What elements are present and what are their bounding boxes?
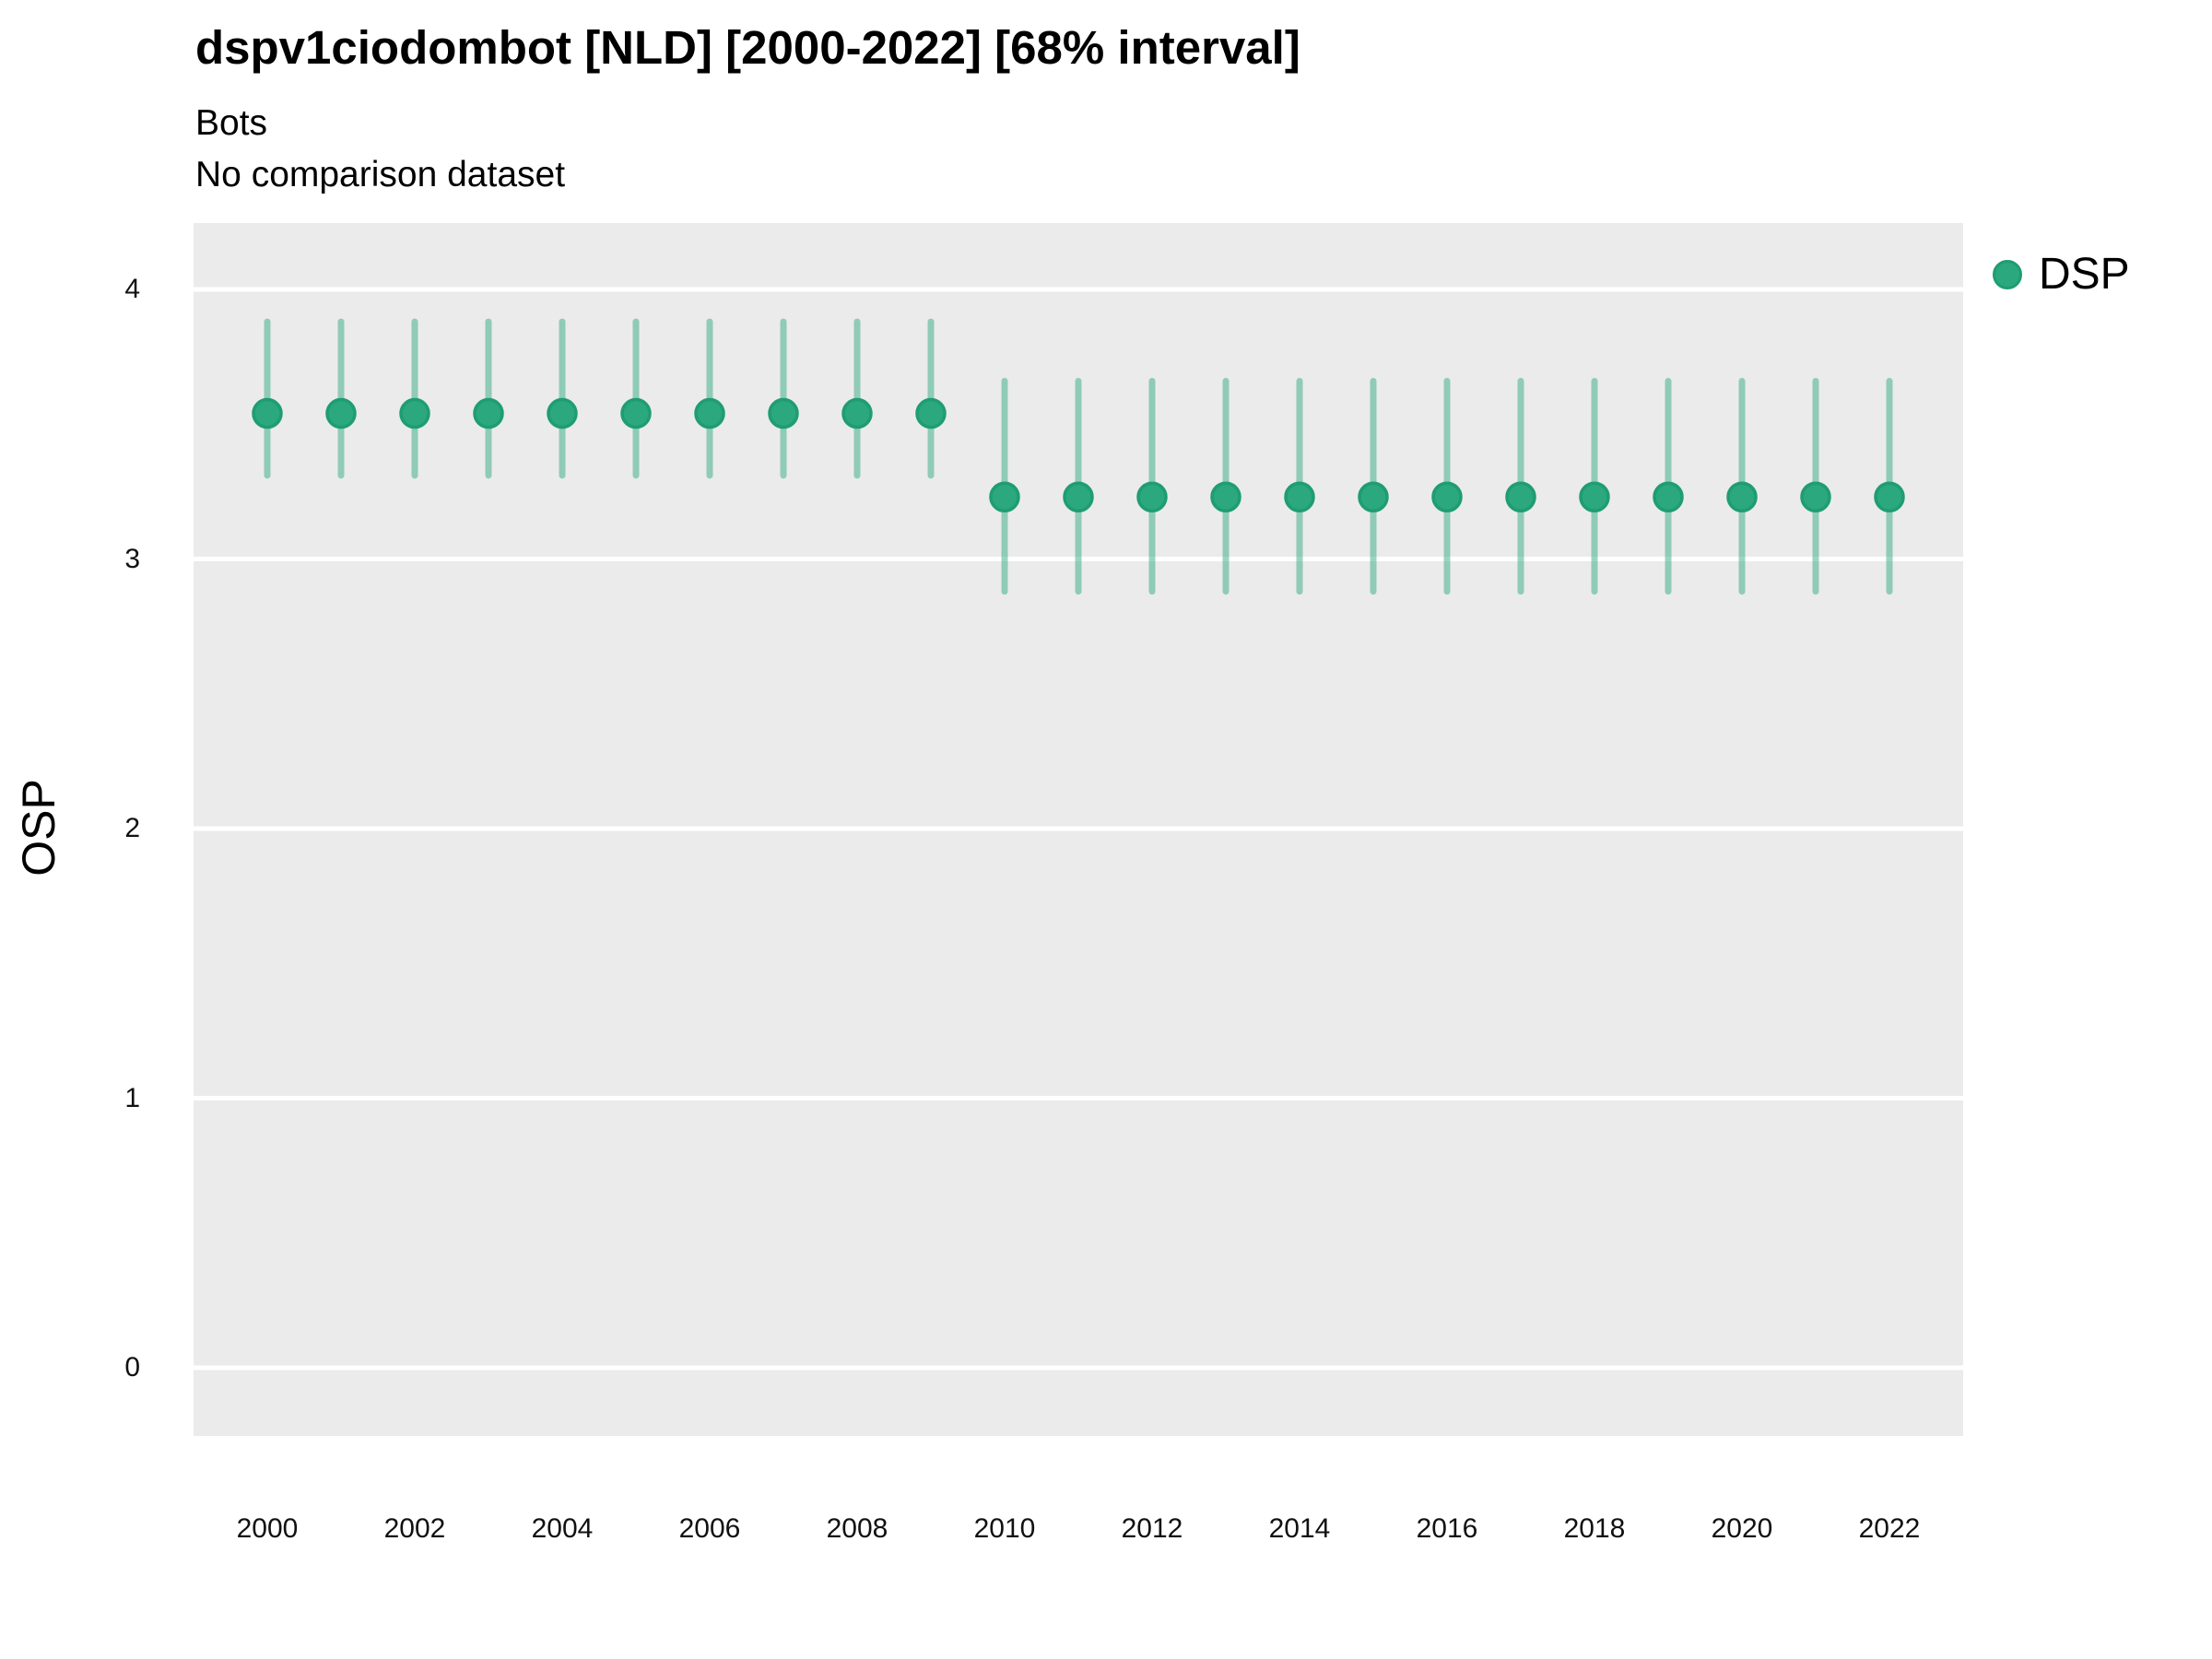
x-tick-label-2006: 2006 xyxy=(678,1513,741,1544)
legend-label: DSP xyxy=(2039,250,2130,299)
data-point-2000 xyxy=(252,397,283,429)
data-point-2018 xyxy=(1579,481,1610,512)
data-point-2007 xyxy=(768,397,799,429)
x-tick-label-2016: 2016 xyxy=(1416,1513,1478,1544)
data-point-2009 xyxy=(915,397,947,429)
data-point-2020 xyxy=(1726,481,1758,512)
data-point-2014 xyxy=(1284,481,1315,512)
data-point-2008 xyxy=(841,397,873,429)
data-point-2010 xyxy=(989,481,1020,512)
x-tick-label-2002: 2002 xyxy=(383,1513,446,1544)
data-point-2017 xyxy=(1505,481,1536,512)
x-tick-label-2008: 2008 xyxy=(826,1513,888,1544)
data-point-2011 xyxy=(1063,481,1094,512)
x-tick-label-2022: 2022 xyxy=(1858,1513,1921,1544)
x-tick-label-2004: 2004 xyxy=(531,1513,594,1544)
data-point-2012 xyxy=(1136,481,1168,512)
x-tick-label-2010: 2010 xyxy=(973,1513,1036,1544)
plot-canvas xyxy=(194,287,1963,1371)
data-point-2021 xyxy=(1800,481,1831,512)
data-point-2002 xyxy=(399,397,430,429)
x-tick-label-2000: 2000 xyxy=(236,1513,299,1544)
legend: DSP xyxy=(1993,249,2130,300)
chart-title: dspv1ciodombot [NLD] [2000-2022] [68% in… xyxy=(195,21,1300,74)
data-point-2006 xyxy=(694,397,725,429)
data-point-2003 xyxy=(473,397,504,429)
data-point-2019 xyxy=(1653,481,1684,512)
data-point-2016 xyxy=(1431,481,1463,512)
data-point-2005 xyxy=(620,397,652,429)
x-tick-label-2018: 2018 xyxy=(1563,1513,1626,1544)
plot-panel xyxy=(194,223,1963,1436)
data-point-2022 xyxy=(1874,481,1905,512)
data-point-2015 xyxy=(1358,481,1389,512)
x-tick-label-2012: 2012 xyxy=(1121,1513,1183,1544)
x-tick-label-2014: 2014 xyxy=(1268,1513,1331,1544)
y-tick-label-0: 0 xyxy=(124,1352,140,1382)
chart-subtitle: Bots xyxy=(195,103,268,143)
y-tick-label-3: 3 xyxy=(124,543,140,574)
legend-marker-icon xyxy=(1993,260,2022,289)
y-tick-label-1: 1 xyxy=(124,1082,140,1113)
x-tick-label-2020: 2020 xyxy=(1711,1513,1773,1544)
y-tick-label-2: 2 xyxy=(124,813,140,843)
data-point-2001 xyxy=(325,397,357,429)
data-point-2013 xyxy=(1210,481,1241,512)
comparison-note: No comparison dataset xyxy=(195,155,566,194)
y-tick-label-4: 4 xyxy=(124,274,140,304)
data-point-2004 xyxy=(547,397,578,429)
